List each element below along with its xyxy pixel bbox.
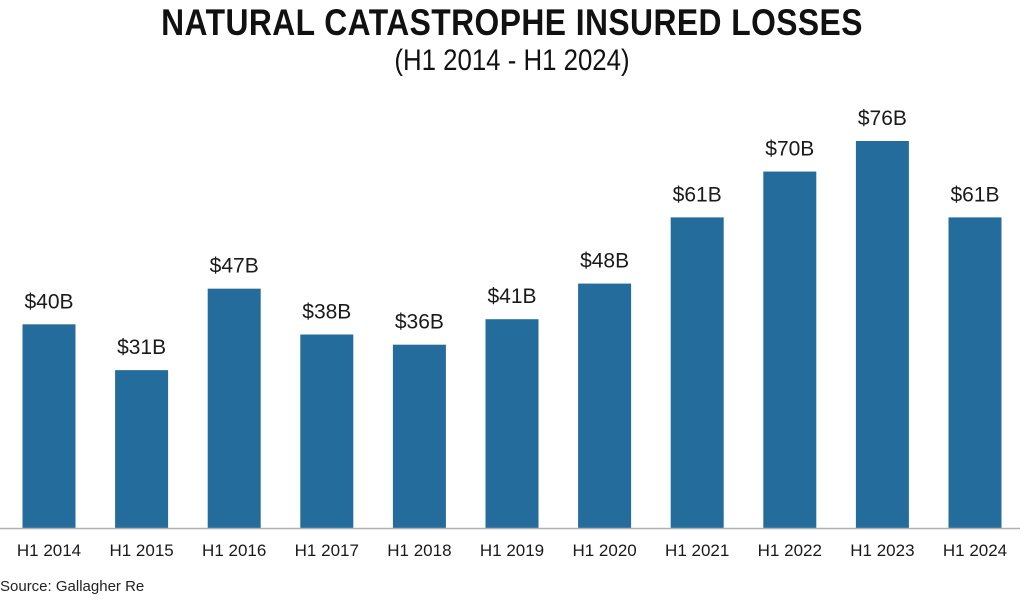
bar-h1-2019 (485, 319, 539, 528)
bar-h1-2022 (763, 171, 817, 529)
value-label: $41B (487, 285, 536, 308)
value-label: $36B (395, 311, 444, 334)
value-label: $76B (858, 107, 907, 130)
value-label: $38B (302, 301, 351, 324)
value-label: $61B (950, 183, 999, 206)
bar-h1-2016 (207, 288, 261, 528)
bar-h1-2024 (948, 217, 1002, 528)
x-tick-label: H1 2023 (850, 541, 914, 560)
x-tick-label: H1 2024 (943, 541, 1007, 560)
x-tick-label: H1 2014 (17, 541, 81, 560)
x-tick-label: H1 2015 (109, 541, 173, 560)
x-tick-label: H1 2021 (665, 541, 729, 560)
x-tick-label: H1 2022 (758, 541, 822, 560)
chart-subtitle: (H1 2014 - H1 2024) (394, 44, 630, 77)
bar-h1-2017 (300, 334, 354, 528)
value-label: $31B (117, 336, 166, 359)
value-label: $61B (673, 183, 722, 206)
value-label: $48B (580, 250, 629, 273)
value-label: $70B (765, 138, 814, 161)
chart-title: NATURAL CATASTROPHE INSURED LOSSES (161, 2, 863, 43)
bar-h1-2015 (115, 370, 169, 528)
bars-group (22, 141, 1002, 529)
x-tick-label: H1 2018 (387, 541, 451, 560)
x-tick-label: H1 2016 (202, 541, 266, 560)
x-tick-label: H1 2020 (572, 541, 636, 560)
bar-h1-2014 (22, 324, 76, 528)
x-tick-label: H1 2017 (295, 541, 359, 560)
value-labels-group: $40B $31B $47B $38B $36B $41B $48B $61B $70B $76B… (24, 107, 999, 359)
x-tick-labels-group: H1 2014 H1 2015 H1 2016 H1 2017 H1 2018 H1 20… (17, 541, 1007, 560)
x-tick-label: H1 2019 (480, 541, 544, 560)
bar-h1-2020 (578, 283, 632, 528)
bar-h1-2023 (855, 141, 909, 528)
value-label: $47B (210, 255, 259, 278)
source-note: Source: Gallagher Re (0, 578, 145, 595)
bar-h1-2018 (392, 344, 446, 528)
value-label: $40B (24, 290, 73, 313)
bar-h1-2021 (670, 217, 724, 528)
